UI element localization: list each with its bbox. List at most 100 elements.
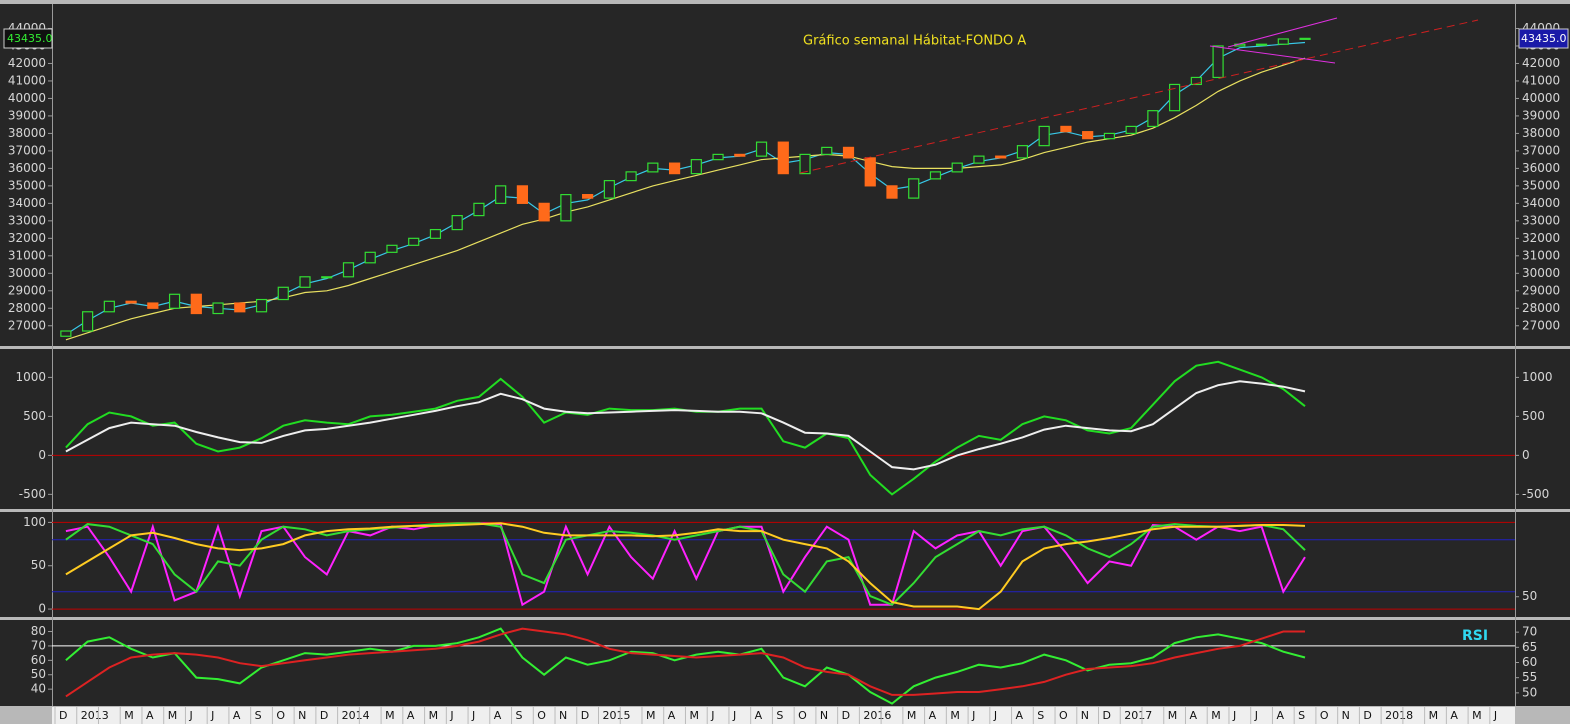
y-tick-label: 40 [31,682,46,696]
x-tick-label: N [1342,709,1350,722]
y-tick-label: 27000 [8,318,46,332]
x-tick-label: J [449,709,453,722]
x-tick-label: A [233,709,241,722]
y-tick-label: 50 [31,667,46,681]
x-tick-label: A [755,709,763,722]
y-tick-label: 34000 [1522,196,1560,210]
price-box-right [1518,28,1569,49]
x-tick-label: O [537,709,546,722]
candle [103,300,115,313]
x-tick-label: D [1363,709,1371,722]
x-tick-label: J [210,709,214,722]
x-tick-label: J [1254,709,1258,722]
candle [473,202,485,217]
y-tick-label: 38000 [8,126,46,140]
x-tick-label: S [516,709,523,722]
candle [342,262,355,278]
panel-macd [0,349,1570,509]
x-tick-label: S [1037,709,1044,722]
x-tick-label: S [1298,709,1305,722]
y-tick-label: 80 [31,624,46,638]
candle [582,194,594,199]
x-tick-label: M [1472,709,1482,722]
candle [625,171,637,182]
candle [821,146,833,155]
y-tick-label: 28000 [8,301,46,315]
x-tick-label: J [710,709,714,722]
x-tick-label: A [1189,709,1197,722]
x-tick-label: N [820,709,828,722]
candle [82,311,94,332]
x-tick-label: M [124,709,134,722]
y-tick-label: 500 [1522,409,1545,423]
y-tick-label: 0 [38,602,46,616]
x-tick-label: M [646,709,656,722]
x-tick-label: A [1450,709,1458,722]
x-tick-label: J [1232,709,1236,722]
candle [929,171,942,180]
y-tick-label: 33000 [1522,213,1560,227]
trendline [799,19,1479,174]
x-tick-label: D [59,709,67,722]
x-tick-label: M [429,709,439,722]
candle [799,153,811,175]
rsi-title: RSI [1462,628,1488,644]
candle [277,286,289,301]
y-tick-label: 36000 [1522,161,1560,175]
y-tick-label: 70 [31,638,46,652]
x-tick-label: N [298,709,306,722]
x-tick-label: D [581,709,589,722]
x-tick-label: A [929,709,937,722]
plot-borders [52,4,1516,706]
candle [1190,76,1202,86]
candle [451,214,463,231]
y-tick-label: 39000 [8,108,46,122]
candle [1103,132,1115,140]
series-line [65,522,1306,606]
x-tick-label: D [1103,709,1111,722]
series-line [65,522,1306,607]
y-tick-label: 28000 [1522,301,1560,315]
candle [321,276,333,279]
y-tick-label: -500 [1522,487,1549,501]
x-tick-label: A [146,709,154,722]
x-tick-label: A [1276,709,1284,722]
candle [212,302,224,315]
x-tick-label: A [407,709,415,722]
x-tick-label: 2015 [603,709,631,722]
candle [690,159,702,175]
y2-tick-label: 60 [1522,655,1537,669]
trendlines [799,17,1479,174]
y-tick-label: 30000 [8,266,46,280]
y-tick-label: 37000 [1522,143,1560,157]
y-tick-label: 500 [23,409,46,423]
candle [125,300,137,304]
x-tick-label: M [1168,709,1178,722]
y-tick-label: 31000 [1522,248,1560,262]
candle [1147,110,1159,128]
x-tick-label: J [188,709,192,722]
y-tick-label: 0 [38,448,46,462]
y-tick-label: 30000 [1522,266,1560,280]
candle [299,276,311,288]
price-label-right: 43435.0 [1521,32,1567,45]
y-tick-label: 36000 [8,161,46,175]
candle [255,298,268,313]
x-tick-label: M [907,709,917,722]
y-tick-label: 33000 [8,213,46,227]
x-tick-label: 2016 [863,709,891,722]
y2-tick-label: 70 [1522,625,1537,639]
candle [386,244,398,253]
series-line [65,57,1306,341]
x-tick-label: M [689,709,699,722]
x-tick-label: O [1059,709,1068,722]
x-tick-label: 2018 [1385,709,1413,722]
x-tick-label: J [1493,709,1497,722]
series-line [65,522,1306,611]
candle [668,162,681,175]
candle [429,228,442,239]
y-tick-label: 31000 [8,248,46,262]
x-tick-label: M [950,709,960,722]
y-tick-label: 35000 [1522,178,1560,192]
